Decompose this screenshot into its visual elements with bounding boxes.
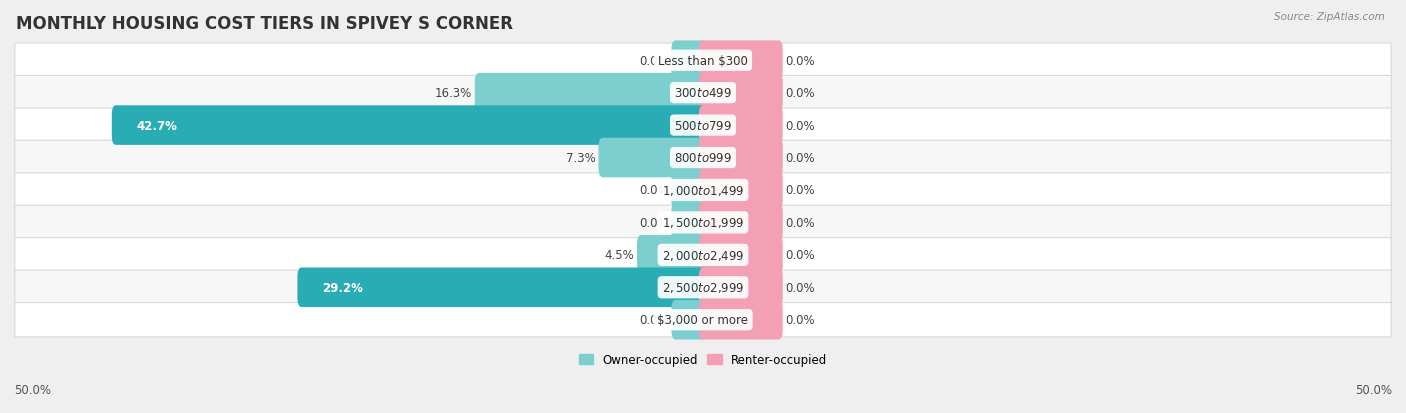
Text: 0.0%: 0.0%	[786, 87, 815, 100]
Legend: Owner-occupied, Renter-occupied: Owner-occupied, Renter-occupied	[574, 349, 832, 371]
Text: 0.0%: 0.0%	[786, 55, 815, 68]
FancyBboxPatch shape	[15, 238, 1391, 273]
Text: $2,000 to $2,499: $2,000 to $2,499	[662, 248, 744, 262]
Text: 0.0%: 0.0%	[786, 281, 815, 294]
FancyBboxPatch shape	[699, 300, 783, 339]
FancyBboxPatch shape	[699, 138, 783, 178]
Text: 0.0%: 0.0%	[638, 55, 669, 68]
Text: 0.0%: 0.0%	[786, 249, 815, 262]
FancyBboxPatch shape	[15, 303, 1391, 337]
FancyBboxPatch shape	[15, 271, 1391, 305]
FancyBboxPatch shape	[15, 206, 1391, 240]
FancyBboxPatch shape	[699, 106, 783, 145]
FancyBboxPatch shape	[475, 74, 707, 113]
Text: 16.3%: 16.3%	[434, 87, 472, 100]
FancyBboxPatch shape	[15, 109, 1391, 143]
Text: 0.0%: 0.0%	[786, 184, 815, 197]
FancyBboxPatch shape	[15, 44, 1391, 78]
FancyBboxPatch shape	[672, 300, 707, 339]
Text: 7.3%: 7.3%	[567, 152, 596, 165]
Text: $2,500 to $2,999: $2,500 to $2,999	[662, 280, 744, 294]
FancyBboxPatch shape	[15, 141, 1391, 175]
FancyBboxPatch shape	[15, 173, 1391, 208]
Text: $800 to $999: $800 to $999	[673, 152, 733, 165]
FancyBboxPatch shape	[699, 268, 783, 307]
Text: 50.0%: 50.0%	[1355, 384, 1392, 396]
FancyBboxPatch shape	[699, 171, 783, 210]
Text: 0.0%: 0.0%	[638, 216, 669, 229]
Text: 50.0%: 50.0%	[14, 384, 51, 396]
Text: 4.5%: 4.5%	[605, 249, 634, 262]
FancyBboxPatch shape	[699, 203, 783, 242]
Text: 42.7%: 42.7%	[136, 119, 177, 132]
Text: $1,500 to $1,999: $1,500 to $1,999	[662, 216, 744, 230]
Text: 0.0%: 0.0%	[638, 184, 669, 197]
FancyBboxPatch shape	[672, 171, 707, 210]
FancyBboxPatch shape	[672, 203, 707, 242]
Text: 0.0%: 0.0%	[638, 313, 669, 326]
Text: 29.2%: 29.2%	[322, 281, 363, 294]
Text: $1,000 to $1,499: $1,000 to $1,499	[662, 183, 744, 197]
Text: Source: ZipAtlas.com: Source: ZipAtlas.com	[1274, 12, 1385, 22]
Text: 0.0%: 0.0%	[786, 119, 815, 132]
Text: 0.0%: 0.0%	[786, 216, 815, 229]
Text: $3,000 or more: $3,000 or more	[658, 313, 748, 326]
FancyBboxPatch shape	[699, 41, 783, 81]
Text: MONTHLY HOUSING COST TIERS IN SPIVEY S CORNER: MONTHLY HOUSING COST TIERS IN SPIVEY S C…	[15, 15, 513, 33]
Text: $300 to $499: $300 to $499	[673, 87, 733, 100]
FancyBboxPatch shape	[699, 74, 783, 113]
FancyBboxPatch shape	[112, 106, 707, 145]
FancyBboxPatch shape	[672, 41, 707, 81]
FancyBboxPatch shape	[599, 138, 707, 178]
Text: $500 to $799: $500 to $799	[673, 119, 733, 132]
Text: Less than $300: Less than $300	[658, 55, 748, 68]
FancyBboxPatch shape	[699, 235, 783, 275]
FancyBboxPatch shape	[15, 76, 1391, 111]
Text: 0.0%: 0.0%	[786, 152, 815, 165]
FancyBboxPatch shape	[637, 235, 707, 275]
FancyBboxPatch shape	[298, 268, 707, 307]
Text: 0.0%: 0.0%	[786, 313, 815, 326]
